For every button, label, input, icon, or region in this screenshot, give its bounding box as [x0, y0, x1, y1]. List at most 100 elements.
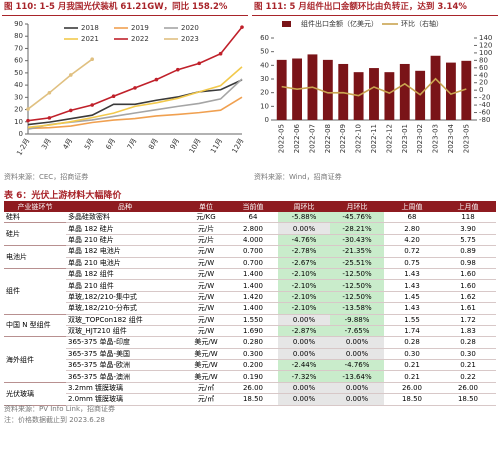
series-line: [27, 66, 243, 129]
cell: 68: [384, 212, 440, 224]
cell: 1.550: [228, 314, 278, 326]
point: [176, 67, 180, 72]
bar: [461, 60, 472, 120]
group-cell: 电池片: [4, 245, 66, 269]
table-title: 表 6：光伏上游材料大幅降价: [4, 191, 122, 201]
bar: [384, 72, 395, 120]
x-tick-label: 2023-05: [462, 124, 470, 153]
x-tick-label: 2022-12: [385, 124, 393, 153]
y-tick-label: 0: [265, 116, 269, 124]
x-tick-label: 8月: [147, 137, 160, 151]
cell: 元/片: [184, 234, 228, 247]
x-tick-label: 2023-04: [447, 123, 455, 153]
cell: -2.44%: [278, 359, 330, 372]
column-header: 周环比: [278, 201, 330, 212]
row: 硅料 多晶硅致密料 元/KG 64 -5.88% -45.76% 68 118: [4, 212, 496, 224]
y-tick-label: 30: [14, 93, 23, 101]
cell: 0.72: [384, 245, 440, 258]
cell: 0.28: [384, 336, 440, 349]
header-row: 产业链环节 品种 单位 当前值 周环比 月环比 上周值 上月值: [4, 201, 496, 212]
cell: 元/㎡: [184, 393, 228, 406]
cell: 0.22: [440, 370, 496, 383]
cell: 4.20: [384, 234, 440, 247]
cell: 0.00%: [278, 348, 330, 361]
cell: 元/W: [184, 314, 228, 326]
cell: 118: [440, 212, 496, 224]
x-tick-label: 11月: [209, 137, 224, 155]
cell: 美元/W: [184, 348, 228, 361]
point: [90, 57, 94, 61]
chart-title: 图 111: 5 月组件出口金额环比由负转正，达到 3.14%: [252, 0, 498, 16]
right-panel: 图 111: 5 月组件出口金额环比由负转正，达到 3.14% 0 10 20 30 4…: [252, 0, 498, 186]
cell: 365-375 单晶-印度: [66, 336, 184, 349]
cell: -9.88%: [330, 314, 384, 326]
legend-label: 2022: [131, 35, 149, 43]
y-tick-label: -60: [479, 109, 490, 117]
row: 单玻,182/210-分布式 元/W 1.400 -2.10% -13.58% 1.43 1…: [4, 302, 496, 315]
y-tick-label: 0: [19, 130, 23, 138]
cell: -12.50%: [330, 291, 384, 304]
cell: -45.76%: [330, 212, 384, 224]
cell: 0.21: [384, 359, 440, 372]
cell: 2.800: [228, 222, 278, 235]
cell: 单玻,182/210-分布式: [66, 302, 184, 315]
cell: 单晶 182 组件: [66, 268, 184, 281]
cell: 1.45: [384, 291, 440, 304]
cell: -2.10%: [278, 268, 330, 281]
cell: -2.10%: [278, 291, 330, 304]
cell: 单玻,182/210-集中式: [66, 291, 184, 304]
y-tick-label: -40: [479, 101, 490, 109]
x-tick-label: 9月: [169, 137, 182, 151]
cell: 0.00%: [330, 382, 384, 395]
column-header: 单位: [184, 201, 228, 212]
series-line: [27, 96, 243, 130]
cell: -2.87%: [278, 325, 330, 338]
legend-label: 2020: [181, 24, 199, 32]
y-tick-label: 60: [479, 64, 488, 72]
column-header: 上周值: [384, 201, 440, 212]
cell: 0.00%: [278, 222, 330, 235]
cell: 0.280: [228, 336, 278, 349]
row: 组件 单晶 182 组件 元/W 1.400 -2.10% -12.50% 1.43 1.60: [4, 268, 496, 315]
cell: 1.690: [228, 325, 278, 338]
legend-label: 2019: [131, 24, 149, 32]
cell: -4.76%: [330, 359, 384, 372]
point: [111, 94, 116, 99]
cell: 5.75: [440, 234, 496, 247]
column-header: 品种: [66, 201, 184, 212]
bar: [369, 68, 379, 120]
legend-label: 组件出口金额（亿美元）: [301, 19, 378, 28]
cell: 1.400: [228, 302, 278, 315]
y-tick-label: 100: [479, 49, 492, 57]
cell: 18.50: [384, 393, 440, 406]
left-panel: 图 110: 1-5 月我国光伏装机 61.21GW，同比 158.2% 0 10…: [2, 0, 248, 186]
cell: 0.21: [384, 370, 440, 383]
x-tick-label: 10月: [188, 137, 203, 155]
x-tick-label: 2023-02: [416, 124, 424, 153]
chart: 0 10 20 30 40 50 60 70 80 90 1-2月 3月 4月 5月 6月 7月 8月 9月 10月…: [14, 20, 245, 157]
group-cell: 组件: [4, 268, 66, 315]
y-tick-label: 50: [260, 48, 269, 56]
y-tick-label: 60: [260, 34, 269, 42]
cell: 美元/W: [184, 370, 228, 383]
cell: 4.000: [228, 234, 278, 247]
y-tick-label: 10: [260, 102, 269, 110]
legend-swatch: [282, 21, 291, 27]
bar: [430, 55, 441, 121]
y-tick-label: 80: [14, 32, 23, 40]
cell: 0.200: [228, 359, 278, 372]
cell: 元/KG: [184, 212, 228, 224]
cell: 1.55: [384, 314, 440, 326]
bar: [446, 62, 456, 120]
cell: 0.00%: [278, 393, 330, 406]
cell: 1.60: [440, 268, 496, 281]
cell: -12.50%: [330, 279, 384, 292]
series-line: [27, 79, 243, 126]
cell: -13.64%: [330, 370, 384, 383]
cell: 双玻_HJT210 组件: [66, 325, 184, 338]
cell: 多晶硅致密料: [66, 212, 184, 224]
table: 产业链环节 品种 单位 当前值 周环比 月环比 上周值 上月值 硅料 多晶硅致密料 元/KG 64-…: [4, 201, 496, 406]
cell: 元/片: [184, 222, 228, 235]
source: 资料来源：Wind，招商证券: [254, 173, 342, 181]
cell: 0.700: [228, 245, 278, 258]
